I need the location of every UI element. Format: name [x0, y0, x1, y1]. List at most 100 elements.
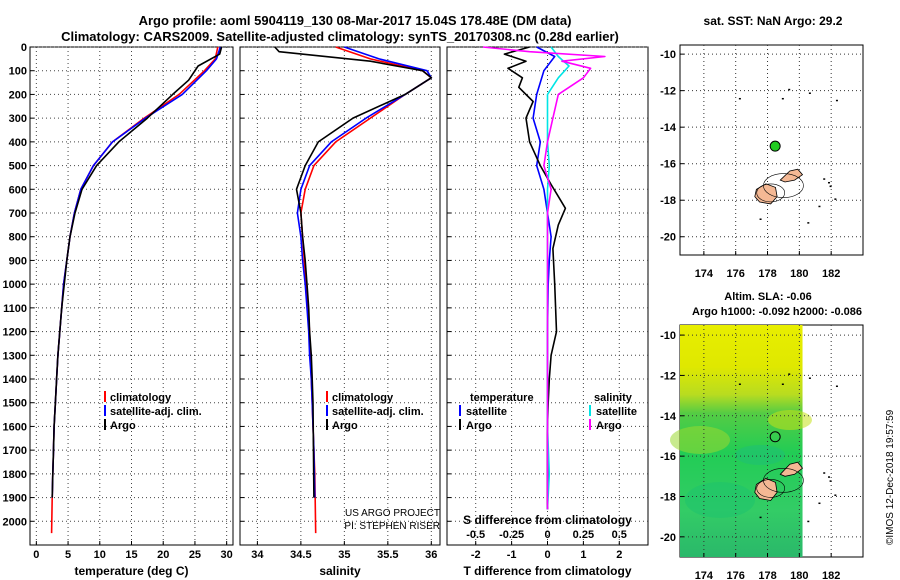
y-tick-label: -20 — [660, 532, 676, 544]
y-tick-label: 900 — [9, 255, 27, 267]
y-tick-label: -14 — [660, 122, 677, 134]
x-tick-label: 35 — [338, 549, 350, 561]
legend-label: satellite — [466, 406, 507, 418]
y-tick-label: -20 — [660, 232, 676, 244]
sla-patch — [670, 426, 730, 454]
series-line-salinity-argo — [482, 46, 606, 510]
panel-map-bottom: 174 176 178 180 182 -10 -12 -14 -16 -18 -20 Altim. … — [660, 291, 864, 580]
islet — [759, 218, 762, 220]
islet — [781, 97, 784, 100]
islet — [829, 185, 832, 188]
islet — [781, 383, 784, 386]
sla-patch — [685, 482, 755, 518]
x-tick-label: 1 — [580, 549, 586, 561]
series-line-argo — [51, 46, 223, 498]
y-tick-label: -16 — [660, 159, 676, 171]
y-tick-label: -18 — [660, 491, 676, 503]
x-tick-label: 180 — [790, 570, 808, 580]
figure-header: Argo profile: aoml 5904119_130 08-Mar-20… — [61, 13, 619, 44]
y-tick-label: 1300 — [3, 350, 27, 362]
credit-line-2: PI: STEPHEN RISER — [344, 521, 440, 532]
bathymetry-contour — [756, 183, 786, 203]
islet — [808, 377, 811, 379]
x-axis-label: salinity — [319, 564, 361, 578]
x-tick-label: 20 — [157, 549, 169, 561]
x-tick-label: 5 — [65, 549, 71, 561]
y-tick-label: 300 — [9, 113, 27, 125]
series-line-argo — [274, 46, 433, 498]
x-tick-label: -1 — [507, 549, 517, 561]
y-tick-label: 0 — [21, 42, 27, 54]
legend-label: climatology — [332, 392, 394, 404]
legend-label: satellite-adj. clim. — [332, 406, 424, 418]
y-tick-label: -10 — [660, 49, 676, 61]
header-line-1: Argo profile: aoml 5904119_130 08-Mar-20… — [139, 13, 572, 28]
x-tick-label: 34 — [251, 549, 264, 561]
credit-line-1: US ARGO PROJECT — [345, 508, 440, 519]
y-tick-label: 1400 — [3, 374, 27, 386]
x-tick-label: 10 — [94, 549, 106, 561]
panel-difference: -2 -1 0 1 2 T difference from climatology -0.5… — [446, 46, 649, 578]
argo-position-marker — [769, 140, 781, 152]
legend-label: Argo — [110, 420, 136, 432]
argo-position-marker — [769, 431, 781, 443]
x-axis-label: T difference from climatology — [463, 564, 631, 578]
x-tick-label: 2 — [616, 549, 622, 561]
y-tick-label: 100 — [9, 66, 27, 78]
legend-label: salinity — [594, 392, 633, 404]
y-tick-label: 1200 — [3, 327, 27, 339]
profile-panels: 0 5 10 15 20 25 300100200300400500600700800900… — [3, 42, 649, 578]
bathymetry-contour — [756, 479, 786, 498]
x-tick-label: 178 — [758, 268, 776, 280]
y-tick-label: 1100 — [3, 303, 27, 315]
y-tick-label: 800 — [9, 232, 27, 244]
legend-label: Argo — [332, 420, 358, 432]
legend-label: Argo — [596, 420, 622, 432]
y-tick-label: -14 — [660, 411, 677, 423]
islet — [818, 205, 821, 208]
islet — [788, 373, 791, 375]
islet — [807, 520, 810, 523]
y-tick-label: 500 — [9, 161, 27, 173]
islet — [829, 480, 832, 482]
top-axis-tick-label: 0 — [544, 529, 550, 541]
y-tick-label: 1800 — [3, 469, 27, 481]
x-tick-label: 15 — [125, 549, 137, 561]
x-tick-label: 36 — [425, 549, 437, 561]
panel-salinity: 34 34.5 35 35.5 36 salinity climatology satelli… — [239, 46, 441, 578]
bathymetry-contour — [763, 173, 804, 198]
series-line-temperature-argo — [503, 46, 567, 510]
panel-temperature: 0 5 10 15 20 25 300100200300400500600700800900… — [3, 42, 234, 578]
header-line-2: Climatology: CARS2009. Satellite-adjuste… — [61, 29, 619, 44]
y-tick-label: 1000 — [3, 279, 27, 291]
legend-label: climatology — [110, 392, 172, 404]
timestamp-label: ©IMOS 12-Dec-2018 19:57:59 — [885, 409, 896, 545]
map-subtitle: Argo h1000: -0.092 h2000: -0.086 — [692, 306, 862, 318]
top-axis-tick-label: -0.25 — [499, 529, 524, 541]
top-axis-label: S difference from climatology — [463, 513, 632, 527]
x-tick-label: 30 — [221, 549, 233, 561]
y-tick-label: -12 — [660, 370, 676, 382]
islet — [759, 516, 762, 519]
islet — [827, 476, 830, 478]
y-tick-label: 700 — [9, 208, 27, 220]
islet — [823, 178, 826, 180]
project-credit: US ARGO PROJECT PI: STEPHEN RISER — [344, 508, 440, 532]
island-1 — [779, 168, 804, 183]
islet — [835, 385, 838, 388]
legend-label: temperature — [470, 392, 534, 404]
y-tick-label: 400 — [9, 137, 27, 149]
y-tick-label: -16 — [660, 451, 676, 463]
x-tick-label: 182 — [822, 570, 840, 580]
legend-label: Argo — [466, 420, 492, 432]
islet — [834, 198, 837, 200]
x-tick-label: 176 — [727, 268, 745, 280]
islet — [823, 472, 826, 474]
x-tick-label: 180 — [790, 268, 808, 280]
top-axis-tick-label: 0.25 — [573, 529, 594, 541]
x-tick-label: 174 — [695, 570, 714, 580]
legend-label: satellite-adj. clim. — [110, 406, 202, 418]
x-axis-label: temperature (deg C) — [74, 564, 188, 578]
islet — [788, 88, 791, 91]
